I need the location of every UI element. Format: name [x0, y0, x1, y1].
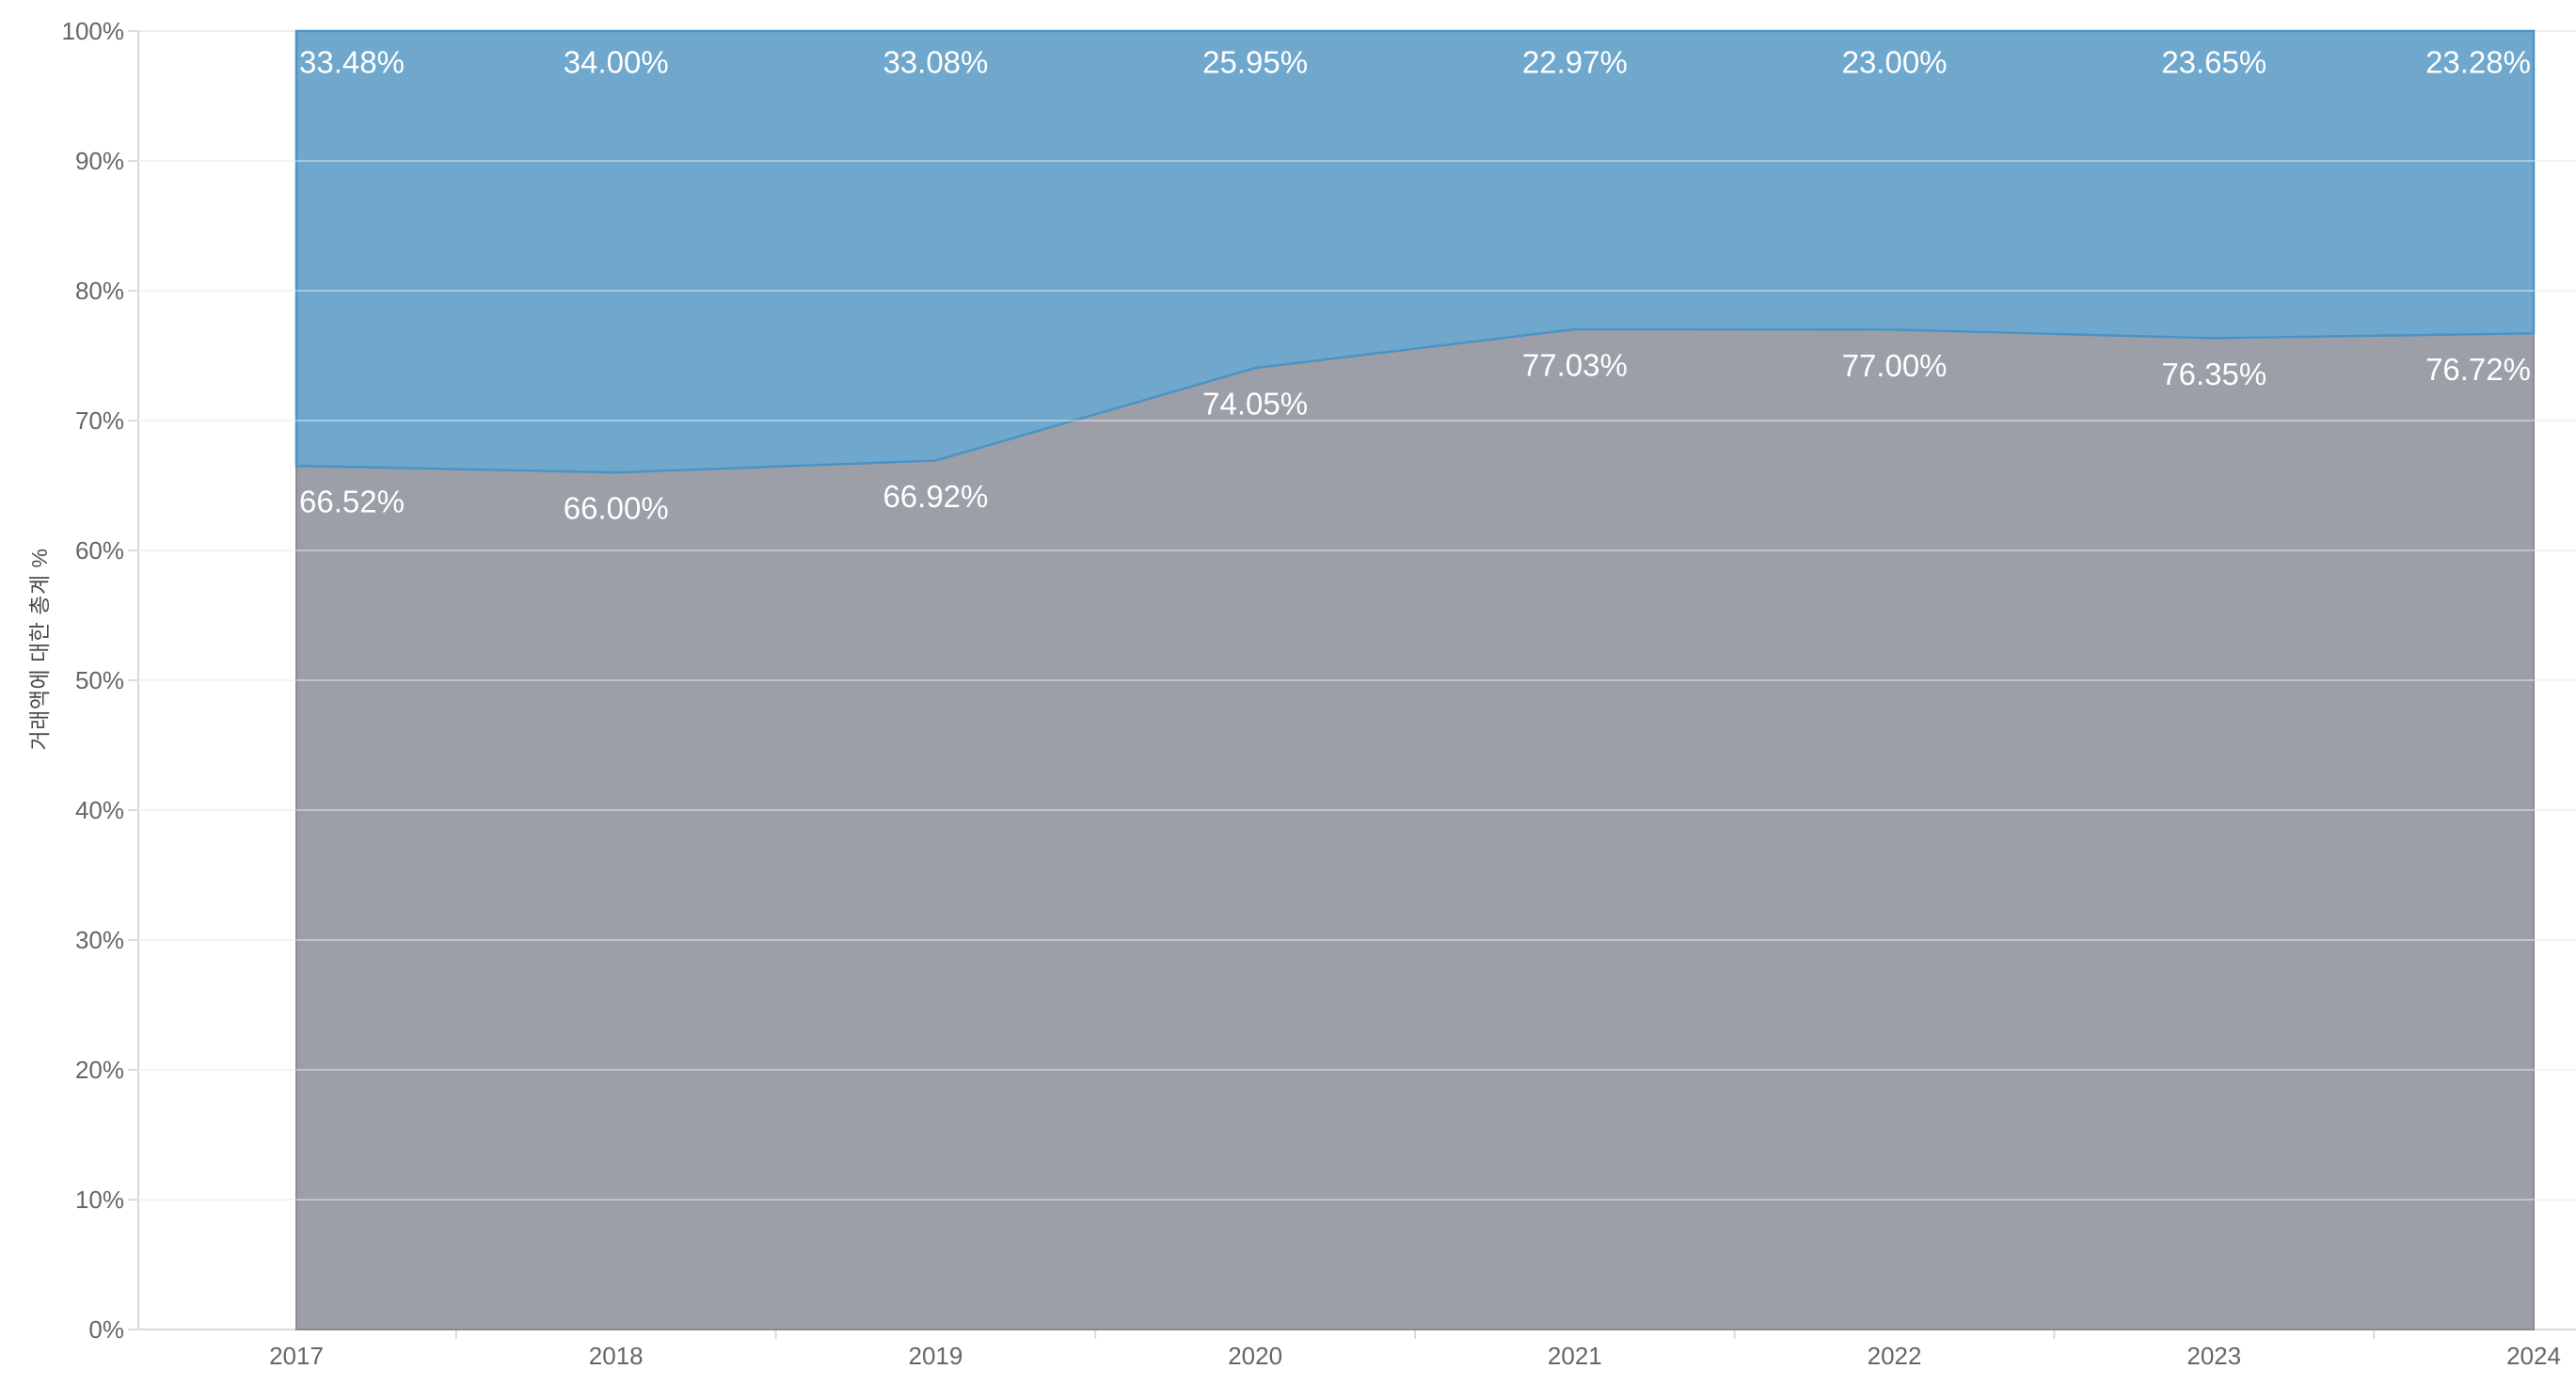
- data-label-gray: 66.52%: [299, 485, 405, 519]
- x-tick-label: 2020: [1228, 1342, 1282, 1370]
- y-tick-label: 50%: [75, 666, 124, 694]
- x-tick-label: 2023: [2186, 1342, 2241, 1370]
- y-tick-label: 10%: [75, 1186, 124, 1214]
- data-label-gray: 66.92%: [883, 479, 988, 514]
- data-label-blue: 23.65%: [2161, 45, 2266, 80]
- y-tick-label: 90%: [75, 147, 124, 175]
- area-series-blue[interactable]: [294, 29, 2536, 474]
- y-tick-label: 30%: [75, 926, 124, 954]
- x-tick-label: 2021: [1548, 1342, 1602, 1370]
- x-tick-label: 2022: [1868, 1342, 1922, 1370]
- data-label-gray: 77.00%: [1842, 348, 1948, 383]
- x-tick-label: 2017: [269, 1342, 324, 1370]
- y-tick-label: 100%: [62, 17, 125, 45]
- data-label-blue: 34.00%: [564, 45, 669, 80]
- y-tick-label: 40%: [75, 796, 124, 824]
- y-axis-title: 거래액에 대한 총계 %: [27, 548, 52, 751]
- y-tick-label: 0%: [88, 1315, 124, 1344]
- x-tick-label: 2019: [909, 1342, 963, 1370]
- data-label-blue: 22.97%: [1522, 45, 1628, 80]
- x-tick-label: 2018: [589, 1342, 644, 1370]
- y-tick-label: 80%: [75, 277, 124, 305]
- data-label-gray: 66.00%: [564, 491, 669, 526]
- area-series-gray[interactable]: [295, 327, 2535, 1330]
- data-label-blue: 25.95%: [1202, 45, 1308, 80]
- data-label-blue: 23.00%: [1842, 45, 1948, 80]
- data-label-blue: 33.48%: [299, 45, 405, 80]
- data-label-blue: 33.08%: [883, 45, 988, 80]
- y-tick-label: 70%: [75, 406, 124, 435]
- data-label-gray: 74.05%: [1202, 387, 1308, 422]
- data-label-blue: 23.28%: [2425, 45, 2531, 80]
- y-tick-label: 20%: [75, 1056, 124, 1084]
- data-label-gray: 76.35%: [2161, 357, 2266, 391]
- y-tick-label: 60%: [75, 536, 124, 565]
- data-label-gray: 77.03%: [1522, 347, 1628, 382]
- data-label-gray: 76.72%: [2425, 352, 2531, 387]
- x-tick-label: 2024: [2506, 1342, 2561, 1370]
